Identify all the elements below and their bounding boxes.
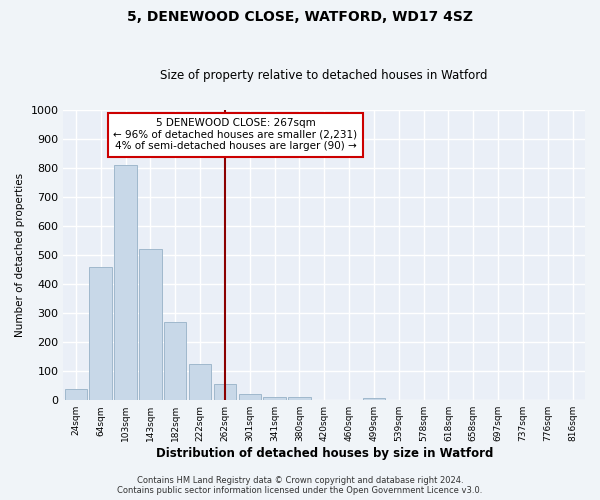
- Bar: [189, 364, 211, 400]
- Bar: [363, 398, 385, 400]
- Bar: [139, 249, 161, 400]
- Bar: [263, 398, 286, 400]
- Bar: [214, 384, 236, 400]
- Bar: [65, 388, 87, 400]
- Text: 5 DENEWOOD CLOSE: 267sqm
← 96% of detached houses are smaller (2,231)
4% of semi: 5 DENEWOOD CLOSE: 267sqm ← 96% of detach…: [113, 118, 358, 152]
- Bar: [239, 394, 261, 400]
- X-axis label: Distribution of detached houses by size in Watford: Distribution of detached houses by size …: [155, 447, 493, 460]
- Text: 5, DENEWOOD CLOSE, WATFORD, WD17 4SZ: 5, DENEWOOD CLOSE, WATFORD, WD17 4SZ: [127, 10, 473, 24]
- Y-axis label: Number of detached properties: Number of detached properties: [15, 173, 25, 337]
- Bar: [288, 396, 311, 400]
- Bar: [89, 266, 112, 400]
- Bar: [164, 322, 187, 400]
- Title: Size of property relative to detached houses in Watford: Size of property relative to detached ho…: [160, 69, 488, 82]
- Text: Contains HM Land Registry data © Crown copyright and database right 2024.
Contai: Contains HM Land Registry data © Crown c…: [118, 476, 482, 495]
- Bar: [115, 165, 137, 400]
